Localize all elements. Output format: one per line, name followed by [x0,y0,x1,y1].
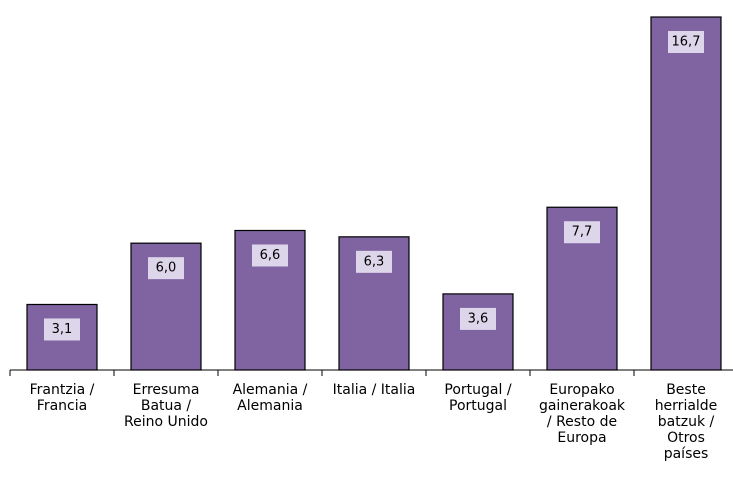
value-label-box [460,307,496,330]
value-label-box [564,221,600,244]
value-label-box [148,257,184,280]
bar [442,293,514,371]
x-tick-label: Portugal / Portugal [444,382,512,414]
x-tick-label: Alemania / Alemania [232,382,308,414]
bar [650,16,722,371]
value-label-box [356,250,392,273]
x-tick-label: Frantzia / Francia [29,382,95,414]
value-label: 6,6 [260,248,281,263]
value-label-box [44,318,80,341]
x-tick-label: Beste herrialde batzuk / Otros países [654,382,718,462]
value-label-box [252,244,288,267]
x-tick-label: Italia / Italia [332,382,416,398]
value-label-box [668,31,704,53]
value-label: 6,3 [364,254,385,269]
value-label: 16,7 [672,35,701,50]
value-label: 3,1 [52,322,73,337]
value-label: 7,7 [572,225,593,240]
x-tick-label: Europako gainerakoak / Resto de Europa [538,382,626,446]
value-label: 3,6 [468,311,489,326]
value-label: 6,0 [156,261,177,276]
x-tick-label: Erresuma Batua / Reino Unido [124,382,208,430]
